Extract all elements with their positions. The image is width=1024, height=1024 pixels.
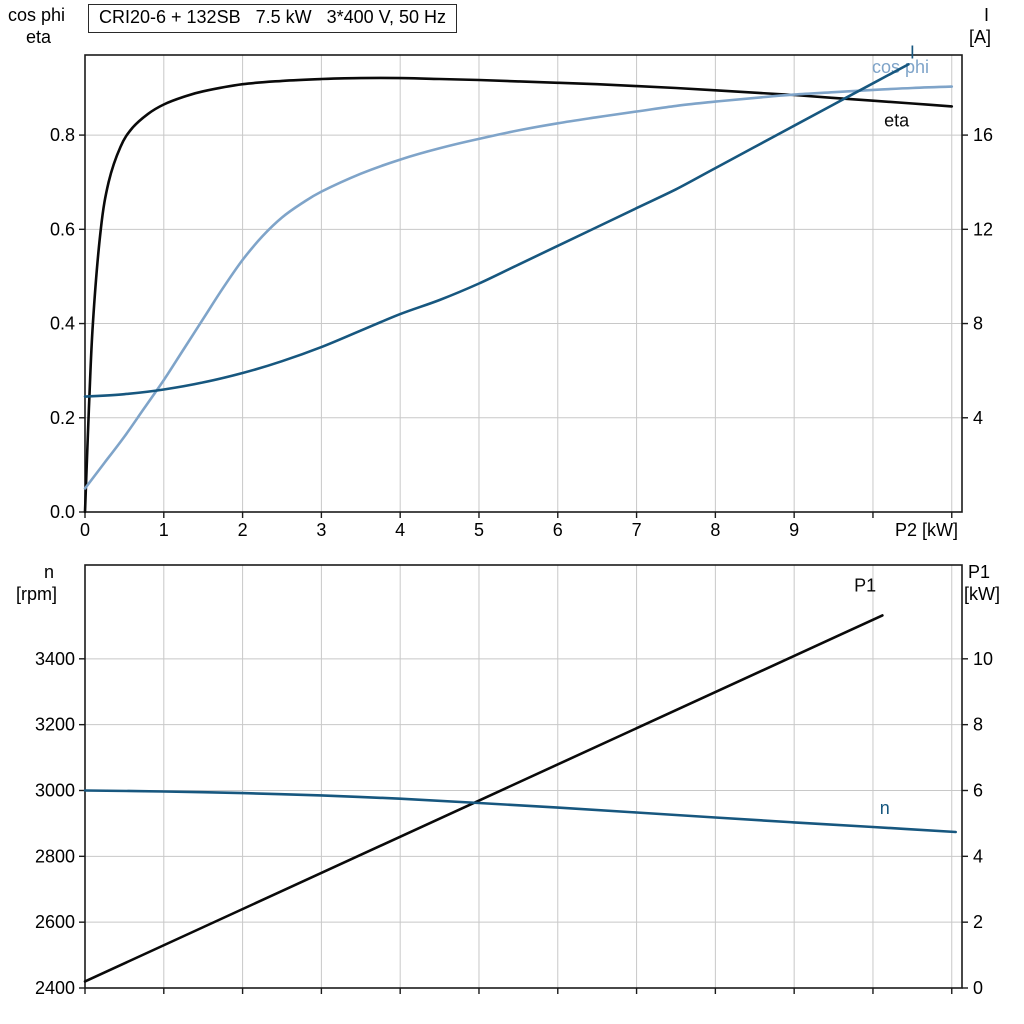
right-axis-tick-label: 0 bbox=[973, 978, 983, 998]
x-axis-tick-label: 9 bbox=[789, 520, 799, 540]
left-axis-tick-label: 0.4 bbox=[50, 314, 75, 334]
left-axis-tick-label: 3000 bbox=[35, 780, 75, 800]
left-axis-tick-label: 0.2 bbox=[50, 408, 75, 428]
bottom-chart-right-axis-title-line1: P1 bbox=[968, 562, 991, 582]
curve-P1 bbox=[83, 614, 884, 983]
left-axis-tick-label: 0.0 bbox=[50, 502, 75, 522]
x-axis-tick-label: 2 bbox=[238, 520, 248, 540]
x-axis-tick-label: 8 bbox=[710, 520, 720, 540]
top-chart-right-axis-title-line1: I bbox=[984, 5, 990, 25]
x-axis-label: P2 [kW] bbox=[895, 520, 958, 540]
right-axis-tick-label: 8 bbox=[973, 314, 983, 334]
left-axis-tick-label: 2800 bbox=[35, 846, 75, 866]
right-axis-tick-label: 6 bbox=[973, 780, 983, 800]
right-axis-tick-label: 16 bbox=[973, 125, 993, 145]
left-axis-tick-label: 0.6 bbox=[50, 219, 75, 239]
x-axis-tick-label: 0 bbox=[80, 520, 90, 540]
top-chart-left-axis-title-line2: eta bbox=[26, 27, 52, 47]
x-axis-tick-label: 4 bbox=[395, 520, 405, 540]
curve-label-I: I bbox=[910, 43, 915, 63]
right-axis-tick-label: 10 bbox=[973, 649, 993, 669]
left-axis-tick-label: 3400 bbox=[35, 649, 75, 669]
top-chart-left-axis-title-line1: cos phi bbox=[8, 5, 66, 25]
bottom-chart-right-axis-title-line2: [kW] bbox=[964, 584, 1000, 604]
curve-n bbox=[83, 789, 957, 834]
bottom-chart-left-axis-title-line2: [rpm] bbox=[16, 584, 58, 604]
left-axis-tick-label: 3200 bbox=[35, 715, 75, 735]
left-axis-tick-label: 2400 bbox=[35, 978, 75, 998]
curve-eta bbox=[83, 76, 954, 514]
right-axis-tick-label: 2 bbox=[973, 912, 983, 932]
x-axis-tick-label: 5 bbox=[474, 520, 484, 540]
curve-label-n: n bbox=[880, 798, 890, 818]
plot-frame bbox=[84, 54, 963, 513]
x-axis-tick-label: 6 bbox=[553, 520, 563, 540]
curve-label-cos-phi: cos phi bbox=[872, 57, 929, 77]
bottom-chart-canvas: 2400 2600 2800 3000 3200 3400 0 2 4 6 8 10 P1 n bbox=[35, 564, 993, 998]
curve-label-P1: P1 bbox=[854, 575, 876, 595]
right-axis-tick-label: 4 bbox=[973, 846, 983, 866]
plot-frame bbox=[84, 564, 963, 989]
curve-label-eta: eta bbox=[884, 111, 910, 131]
right-axis-tick-label: 12 bbox=[973, 219, 993, 239]
bottom-chart-left-axis-title-line1: n bbox=[44, 562, 55, 582]
left-axis-tick-label: 2600 bbox=[35, 912, 75, 932]
right-axis-tick-label: 8 bbox=[973, 715, 983, 735]
curve-I bbox=[83, 63, 910, 398]
x-axis-tick-label: 1 bbox=[159, 520, 169, 540]
x-axis-tick-label: 3 bbox=[316, 520, 326, 540]
right-axis-tick-label: 4 bbox=[973, 408, 983, 428]
curve-cos-phi bbox=[83, 85, 954, 490]
top-chart-right-axis-title-line2: [A] bbox=[969, 27, 992, 47]
x-axis-tick-label: 7 bbox=[632, 520, 642, 540]
chart-title-box: CRI20-6 + 132SB 7.5 kW 3*400 V, 50 Hz bbox=[88, 4, 458, 33]
left-axis-tick-label: 0.8 bbox=[50, 125, 75, 145]
